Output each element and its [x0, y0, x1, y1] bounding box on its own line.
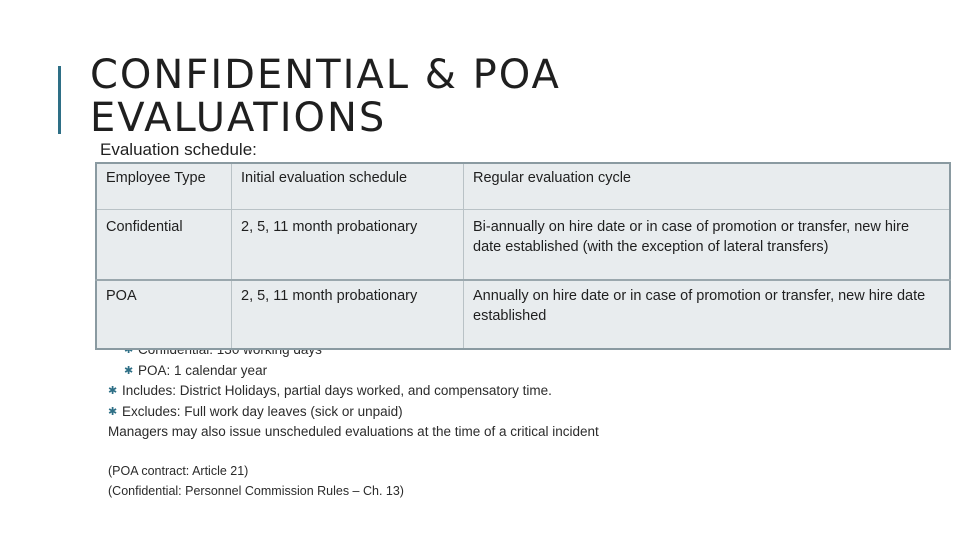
bullet-icon: ✱ [124, 344, 134, 356]
table-row: Confidential 2, 5, 11 month probationary… [95, 209, 951, 281]
table-row: POA 2, 5, 11 month probationary Annually… [95, 279, 951, 350]
note-text: Excludes: Full work day leaves (sick or … [122, 403, 403, 419]
column-header-employee-type: Employee Type [95, 162, 232, 210]
note-item: ✱ Excludes: Full work day leaves (sick o… [108, 402, 868, 423]
table-cell: POA [95, 279, 232, 350]
note-text: POA: 1 calendar year [138, 362, 268, 378]
note-text: Managers may also issue unscheduled eval… [108, 424, 599, 439]
bullet-icon: ✱ [108, 385, 118, 397]
accent-bar [58, 66, 61, 134]
note-item: ✱ Includes: District Holidays, partial d… [108, 381, 868, 402]
reference-confidential: (Confidential: Personnel Commission Rule… [108, 483, 404, 498]
table-cell: Bi-annually on hire date or in case of p… [463, 209, 951, 281]
table-header-row: Employee Type Initial evaluation schedul… [95, 162, 951, 210]
table-cell: 2, 5, 11 month probationary [231, 209, 464, 281]
title-line-2: EVALUATIONS [90, 95, 387, 141]
note-text: Includes: District Holidays, partial day… [122, 383, 552, 398]
table-cell: Confidential [95, 209, 232, 281]
table-cell: 2, 5, 11 month probationary [231, 279, 464, 350]
note-plain: Managers may also issue unscheduled eval… [108, 422, 868, 443]
bullet-icon: ✱ [108, 405, 118, 418]
reference-poa: (POA contract: Article 21) [108, 463, 249, 478]
subtitle: Evaluation schedule: [100, 140, 257, 159]
column-header-regular-cycle: Regular evaluation cycle [463, 162, 951, 210]
title-line-1: CONFIDENTIAL & POA [90, 52, 561, 98]
column-header-initial-schedule: Initial evaluation schedule [231, 162, 464, 210]
slide-title: CONFIDENTIAL & POA EVALUATIONS [90, 54, 561, 140]
note-item: ✱ POA: 1 calendar year [108, 361, 868, 382]
notes-list: ✱ Confidential: 130 working days ✱ POA: … [108, 340, 868, 501]
evaluation-schedule-table: Employee Type Initial evaluation schedul… [95, 162, 951, 350]
table-cell: Annually on hire date or in case of prom… [463, 279, 951, 350]
bullet-icon: ✱ [124, 364, 134, 377]
